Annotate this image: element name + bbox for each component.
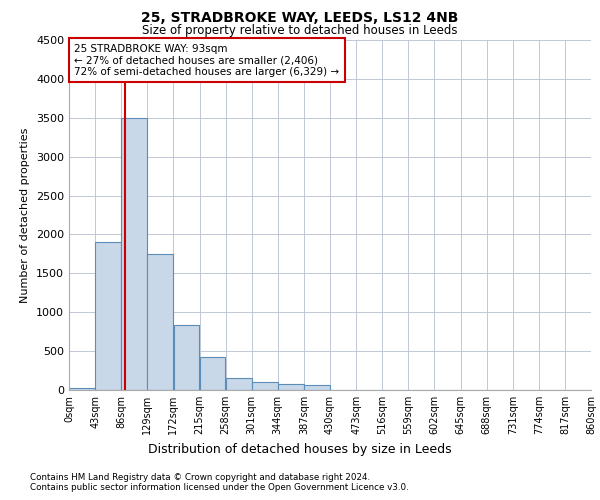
Text: 25 STRADBROKE WAY: 93sqm
← 27% of detached houses are smaller (2,406)
72% of sem: 25 STRADBROKE WAY: 93sqm ← 27% of detach… (74, 44, 340, 76)
Text: 25, STRADBROKE WAY, LEEDS, LS12 4NB: 25, STRADBROKE WAY, LEEDS, LS12 4NB (142, 11, 458, 25)
Bar (278, 384, 304, 390)
Text: Contains public sector information licensed under the Open Government Licence v3: Contains public sector information licen… (30, 484, 409, 492)
Bar (148, 254, 173, 390)
Y-axis label: Number of detached properties: Number of detached properties (20, 128, 31, 302)
Bar (95, 242, 121, 390)
Text: Distribution of detached houses by size in Leeds: Distribution of detached houses by size … (148, 442, 452, 456)
Bar (173, 326, 199, 390)
Bar (121, 118, 147, 390)
Text: Size of property relative to detached houses in Leeds: Size of property relative to detached ho… (142, 24, 458, 37)
Bar (252, 382, 278, 390)
Bar (200, 356, 226, 390)
Text: Contains HM Land Registry data © Crown copyright and database right 2024.: Contains HM Land Registry data © Crown c… (30, 472, 370, 482)
Bar (304, 386, 330, 390)
Bar (69, 388, 95, 390)
Bar (226, 378, 251, 390)
